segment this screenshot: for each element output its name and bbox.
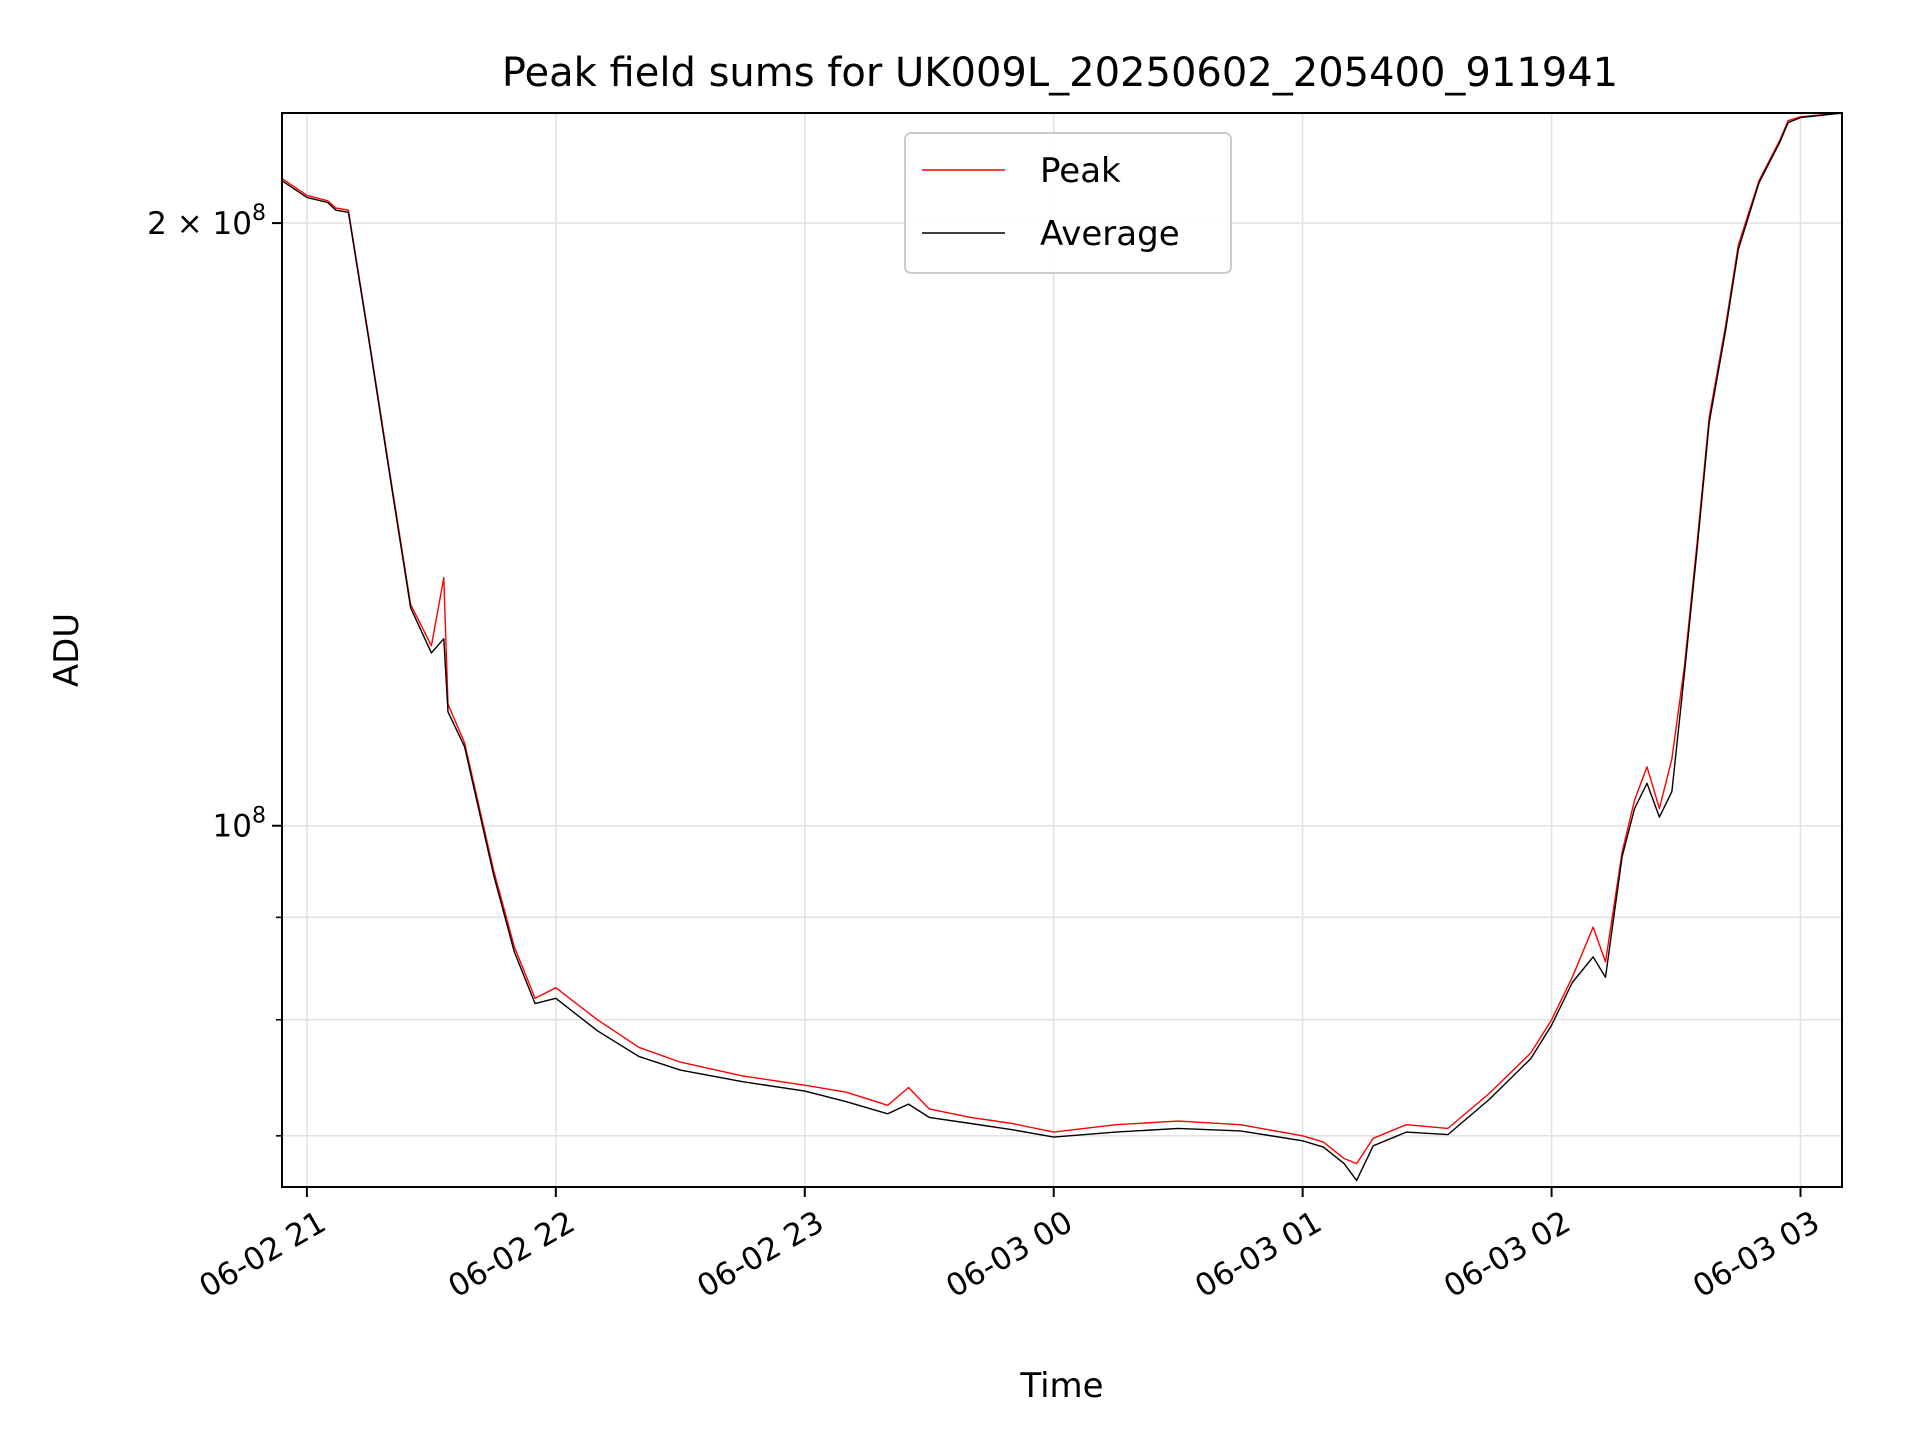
y-tick-label: 108 [213,804,266,845]
y-axis-ticks: 108 2 × 108 [147,201,282,1137]
chart-title: Peak field sums for UK009L_20250602_2054… [502,50,1618,96]
series-line-average [281,112,1843,1182]
y-axis-label: ADU [47,613,87,687]
y-tick-label: 2 × 108 [147,201,266,242]
x-axis-label: Time [1019,1366,1103,1406]
series-lines [281,112,1843,1182]
legend-label-average: Average [1040,214,1180,254]
plot-frame [281,112,1843,1188]
legend-label-peak: Peak [1040,151,1121,191]
grid [282,113,1842,1187]
series-line-peak [281,112,1843,1165]
legend-box [904,132,1232,274]
legend: Peak Average [904,132,1232,274]
